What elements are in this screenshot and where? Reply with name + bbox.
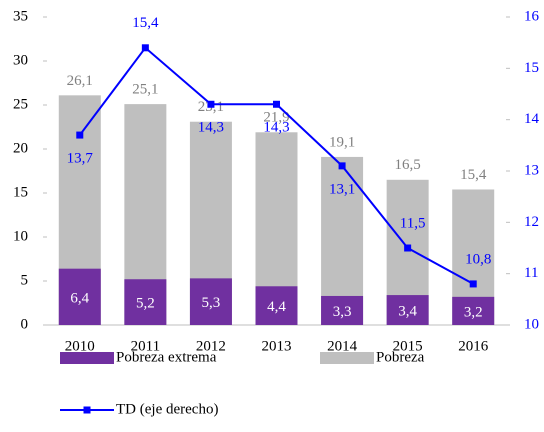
data-label: 4,4 xyxy=(267,299,286,315)
x-tick-label: 2012 xyxy=(196,338,226,354)
data-label: 13,7 xyxy=(67,151,94,167)
y2-tick-label: 11 xyxy=(524,265,538,281)
y2-tick-label: 10 xyxy=(524,316,539,332)
data-label: 14,3 xyxy=(198,120,224,136)
bar xyxy=(386,295,429,325)
data-label: 26,1 xyxy=(67,73,93,89)
data-label: 15,4 xyxy=(460,167,487,183)
y2-tick-label: 14 xyxy=(524,111,540,127)
bar xyxy=(189,278,232,325)
x-tick-label: 2016 xyxy=(458,338,489,354)
data-label: 3,4 xyxy=(398,303,417,319)
y-tick-label: 35 xyxy=(13,8,28,24)
y-tick-label: 5 xyxy=(21,272,29,288)
data-label: 21,9 xyxy=(263,110,289,126)
data-label: 15,4 xyxy=(132,15,159,31)
data-label: 5,2 xyxy=(136,296,155,312)
marker xyxy=(76,131,84,139)
data-label: 25,1 xyxy=(132,82,158,98)
legend-label: Pobreza xyxy=(376,349,425,365)
y-tick-label: 25 xyxy=(13,96,28,112)
y2-tick-label: 12 xyxy=(524,214,539,230)
bar xyxy=(255,286,298,325)
bar xyxy=(321,295,364,325)
y-tick-label: 30 xyxy=(13,52,28,68)
x-tick-label: 2010 xyxy=(65,338,95,354)
legend-swatch xyxy=(60,352,114,364)
y-tick-label: 0 xyxy=(21,316,29,332)
x-tick-label: 2014 xyxy=(327,338,358,354)
legend-marker xyxy=(83,406,91,414)
y2-tick-label: 13 xyxy=(524,162,539,178)
marker xyxy=(469,280,477,288)
marker xyxy=(273,100,280,108)
bar xyxy=(452,296,495,325)
legend-swatch xyxy=(320,352,374,364)
x-tick-label: 2015 xyxy=(393,338,423,354)
data-label: 3,2 xyxy=(464,304,483,320)
marker xyxy=(338,162,346,170)
data-label: 3,3 xyxy=(333,304,352,320)
y-tick-label: 20 xyxy=(13,140,28,156)
x-tick-label: 2013 xyxy=(262,338,292,354)
legend-label: TD (eje derecho) xyxy=(116,401,218,417)
data-label: 19,1 xyxy=(329,134,355,150)
data-label: 6,4 xyxy=(70,290,89,306)
bar xyxy=(124,279,167,325)
y-tick-label: 10 xyxy=(13,228,28,244)
x-tick-label: 2011 xyxy=(131,338,160,354)
data-label: 11,5 xyxy=(400,215,426,231)
y-tick-label: 15 xyxy=(13,184,28,200)
marker xyxy=(207,100,215,108)
y2-tick-label: 15 xyxy=(524,60,539,76)
marker xyxy=(141,44,149,52)
y2-tick-label: 16 xyxy=(524,8,540,24)
data-label: 10,8 xyxy=(465,251,491,267)
data-label: 16,5 xyxy=(395,157,421,173)
data-label: 5,3 xyxy=(202,295,221,311)
marker xyxy=(404,244,412,252)
data-label: 14,3 xyxy=(263,120,289,136)
bar xyxy=(58,268,101,325)
data-label: 13,1 xyxy=(329,181,355,197)
legend-label: Pobreza extrema xyxy=(116,349,217,365)
